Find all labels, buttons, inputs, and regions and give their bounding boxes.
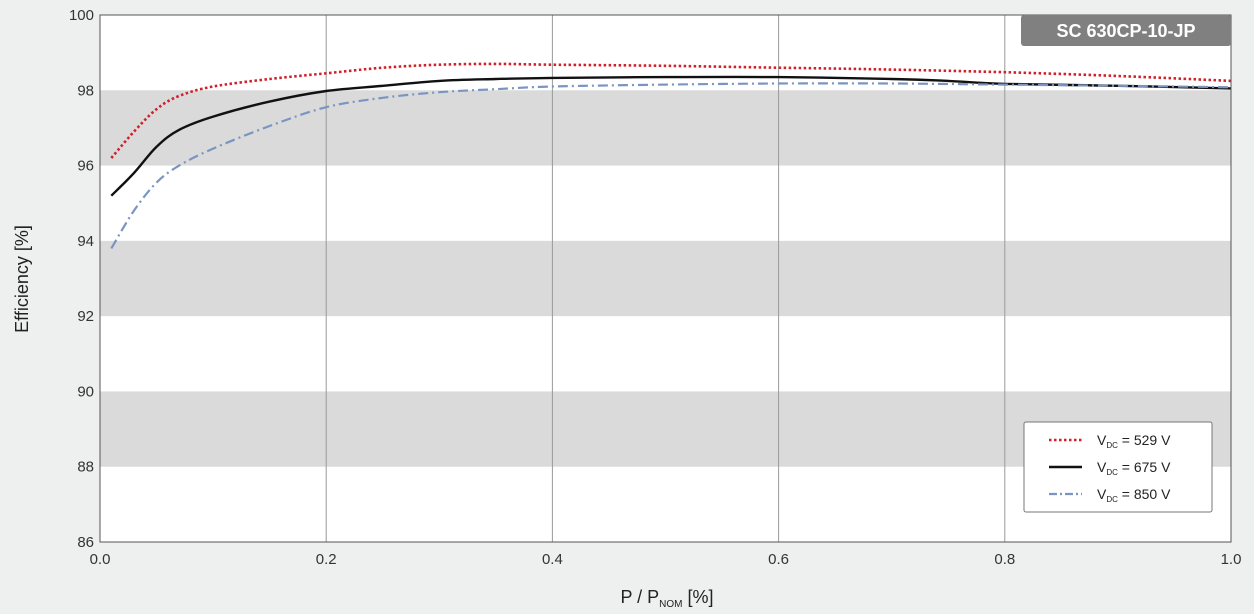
band-2 [100,90,1231,166]
legend-box [1023,421,1213,513]
x-axis-title-sub: NOM [659,599,682,610]
x-tick-label: 0.6 [768,551,789,568]
x-axis-title-main: P / P [620,587,659,607]
legend-label-1: VDC = 675 V [1097,459,1171,477]
x-tick-label: 0.2 [316,551,337,568]
vertical-gridlines [325,15,1006,542]
legend-label-0: VDC = 529 V [1097,432,1171,450]
y-tick-label: 90 [77,383,94,400]
x-tick-label: 0.8 [994,551,1015,568]
chart-title: SC 630CP-10-JP [1056,21,1195,41]
y-tick-label: 92 [77,308,94,325]
y-tick-label: 100 [69,7,94,24]
y-tick-label: 94 [77,233,94,250]
legend-label-2: VDC = 850 V [1097,486,1171,504]
x-axis-title-suffix: [%] [683,587,714,607]
series-line-0 [110,62,1232,159]
x-axis-title: P / PNOM [%] [620,587,713,610]
title-badge-bg [1021,15,1231,46]
legend: VDC = 529 V VDC = 675 V VDC = 850 V [1023,421,1213,513]
y-axis-title: Efficiency [%] [12,225,32,333]
band-1 [100,240,1231,317]
legend-items: VDC = 529 V VDC = 675 V VDC = 850 V [1049,432,1171,504]
x-tick-label: 0.4 [542,551,563,568]
y-tick-label: 96 [77,158,94,175]
horizontal-bands [100,90,1231,467]
chart-title-badge: SC 630CP-10-JP [1021,15,1231,46]
y-tick-label: 88 [77,459,94,476]
series-layer [110,62,1232,249]
y-tick-label: 86 [77,534,94,551]
x-tick-label: 1.0 [1221,551,1242,568]
x-tick-label: 0.0 [90,551,111,568]
series-line-1 [110,75,1232,197]
series-line-2 [110,82,1232,249]
plot-frame [99,14,1232,543]
y-tick-label: 98 [77,82,94,99]
tick-labels: 0.0 0.2 0.4 0.6 0.8 1.0 86 88 90 92 94 96 98 100 [69,7,1241,568]
